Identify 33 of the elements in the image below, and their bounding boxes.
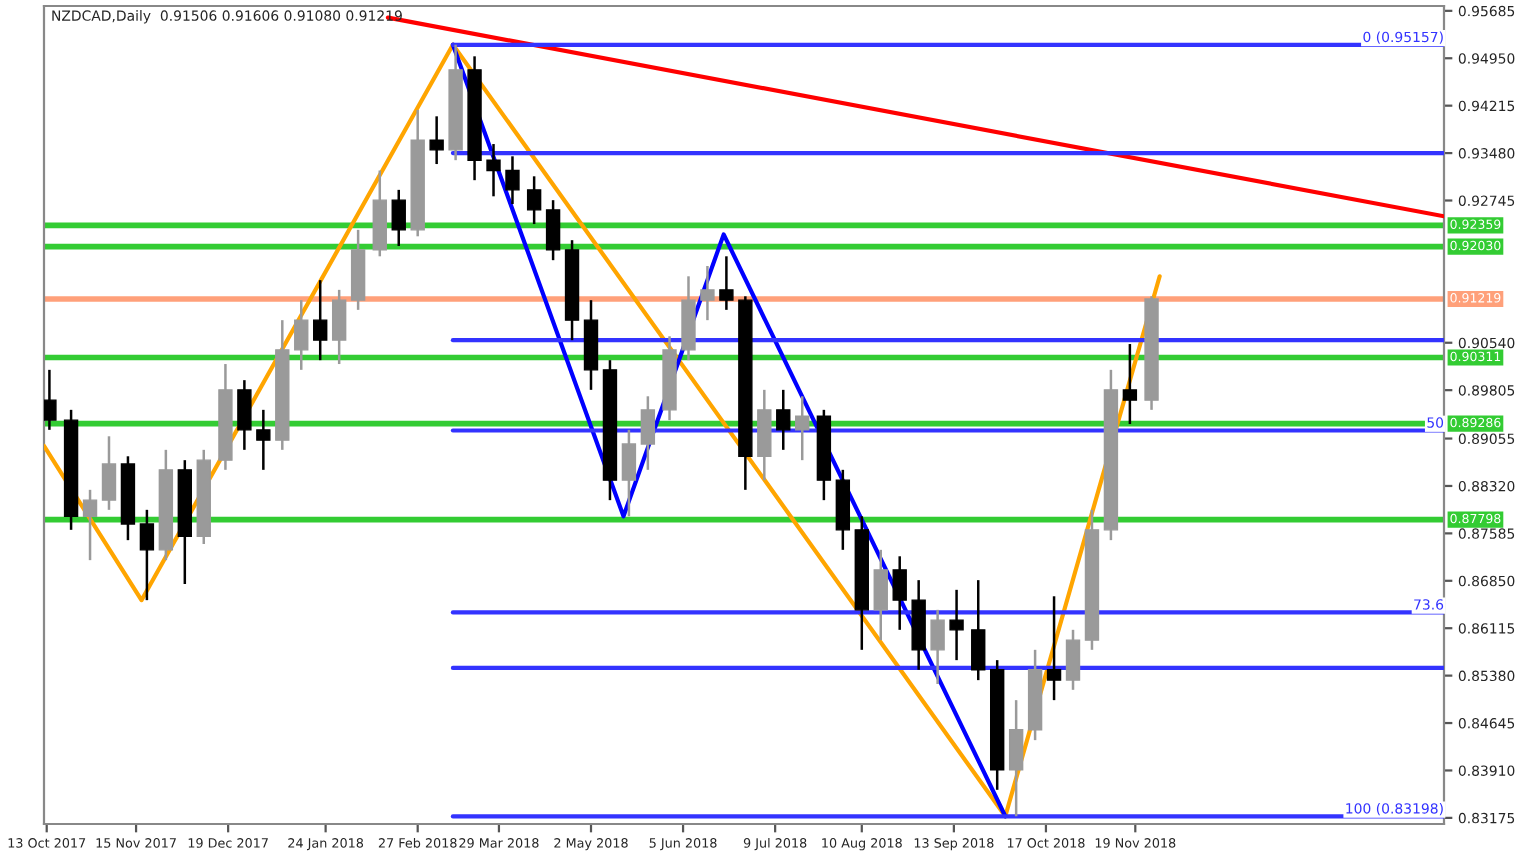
- candlestick: [486, 142, 501, 198]
- candlestick: [757, 388, 772, 482]
- candlestick: [776, 388, 791, 452]
- candlestick: [1046, 595, 1062, 702]
- candlestick: [256, 408, 271, 472]
- candlestick: [505, 155, 520, 206]
- candlestick: [82, 488, 98, 562]
- candlestick: [1008, 698, 1024, 818]
- candlestick: [971, 578, 986, 682]
- candlestick: [1065, 628, 1081, 692]
- candlestick: [1122, 342, 1138, 426]
- candlestick: [526, 175, 542, 226]
- candlestick: [101, 435, 117, 512]
- candlestick: [139, 508, 155, 602]
- candlestick: [795, 395, 810, 462]
- candlestick: [294, 298, 309, 372]
- candlestick: [429, 115, 444, 166]
- candlestick: [391, 188, 406, 248]
- candlestick: [237, 378, 252, 452]
- candlestick: [640, 395, 656, 472]
- candlestick: [545, 198, 561, 262]
- candlestick: [331, 288, 347, 366]
- candlestick: [930, 608, 945, 686]
- candlestick: [892, 555, 907, 632]
- candlestick: [313, 278, 328, 362]
- candlestick: [719, 255, 734, 312]
- line-series: [450, 42, 1008, 819]
- candlestick: [621, 428, 637, 518]
- line-series: [44, 42, 1162, 819]
- candlestick: [44, 368, 57, 432]
- candlestick: [700, 264, 715, 322]
- candlestick: [949, 588, 964, 662]
- candlestick: [873, 548, 888, 642]
